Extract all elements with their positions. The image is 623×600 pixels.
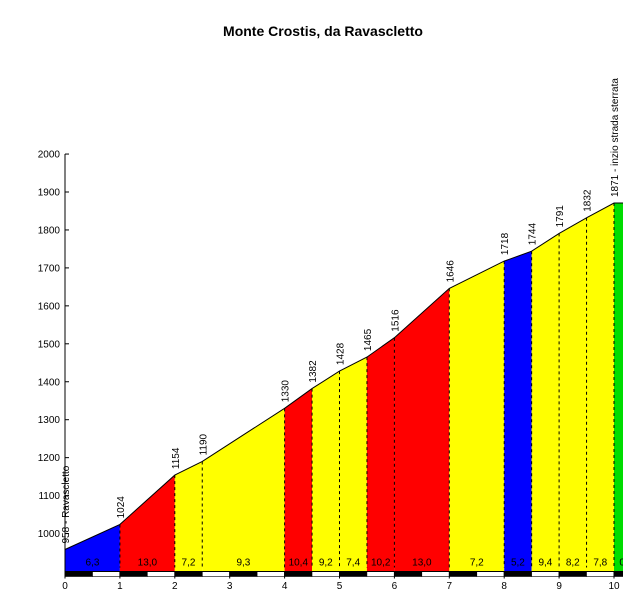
x-tick-label: 8 bbox=[501, 581, 507, 592]
x-axis-scale-bar bbox=[284, 571, 313, 577]
profile-outline bbox=[64, 202, 623, 550]
gradient-label: 9,3 bbox=[236, 558, 250, 569]
y-tick-label: 1200 bbox=[38, 453, 61, 464]
gradient-segment bbox=[586, 203, 614, 572]
gradient-segments bbox=[65, 203, 623, 572]
x-tick-label: 4 bbox=[282, 581, 288, 592]
elevation-label: 1428 bbox=[336, 342, 347, 365]
gradient-label: 13,0 bbox=[412, 558, 432, 569]
elevation-label: 1516 bbox=[390, 309, 401, 332]
x-axis-scale-bar bbox=[202, 571, 231, 577]
gradient-segment bbox=[531, 233, 560, 572]
elevation-label: 1190 bbox=[198, 433, 209, 455]
x-tick-label: 3 bbox=[227, 581, 233, 592]
x-axis-scale-bar bbox=[64, 571, 93, 577]
gradient-label: 8,2 bbox=[566, 558, 580, 569]
x-axis-scale-bar bbox=[229, 571, 258, 577]
gradient-label: 5,2 bbox=[511, 558, 525, 569]
x-axis-scale-bar bbox=[256, 571, 285, 577]
gradient-segment bbox=[559, 217, 587, 572]
x-tick-label: 6 bbox=[392, 581, 398, 592]
gradient-segment bbox=[174, 461, 203, 572]
elevation-label: 1718 bbox=[500, 232, 511, 255]
gradient-segment bbox=[504, 251, 532, 572]
x-tick-label: 1 bbox=[117, 581, 123, 592]
elevation-label: 1382 bbox=[308, 360, 319, 383]
x-axis-scale-bar bbox=[339, 571, 368, 577]
gradient-label: 7,4 bbox=[346, 558, 360, 569]
y-tick-label: 1100 bbox=[38, 491, 60, 502]
gradient-segment bbox=[366, 337, 395, 572]
x-axis-scale-bar bbox=[613, 571, 623, 577]
gradient-label: 0 bbox=[619, 558, 623, 569]
gradient-segment bbox=[614, 203, 623, 572]
gradient-label: 7,2 bbox=[182, 558, 196, 569]
gradient-label: 9,2 bbox=[319, 558, 333, 569]
y-tick-label: 2000 bbox=[38, 150, 61, 161]
elevation-label: 1465 bbox=[363, 328, 374, 351]
axes: 1000110012001300140015001600170018001900… bbox=[38, 150, 623, 592]
x-axis-scale-bar bbox=[531, 571, 560, 577]
x-tick-label: 5 bbox=[337, 581, 343, 592]
gradient-label: 6,3 bbox=[86, 558, 100, 569]
x-axis-scale-bar bbox=[448, 571, 477, 577]
x-tick-label: 7 bbox=[447, 581, 453, 592]
elevation-label: 1832 bbox=[583, 189, 594, 212]
y-tick-label: 1700 bbox=[38, 263, 61, 274]
elevation-label: 1330 bbox=[281, 380, 292, 403]
x-axis-scale-bar bbox=[174, 571, 203, 577]
x-tick-label: 9 bbox=[556, 581, 562, 592]
gradient-label: 7,8 bbox=[593, 558, 607, 569]
x-axis-scale-bar bbox=[311, 571, 340, 577]
gradient-segment bbox=[202, 408, 285, 572]
x-axis-scale-bar bbox=[92, 571, 121, 577]
gradient-label: 10,2 bbox=[371, 558, 391, 569]
x-axis-scale-bar bbox=[421, 571, 450, 577]
gradient-segment bbox=[65, 524, 120, 572]
x-tick-label: 2 bbox=[172, 581, 178, 592]
elevation-label: 1024 bbox=[116, 496, 127, 519]
elevation-label: 1791 bbox=[555, 205, 566, 228]
y-tick-label: 1400 bbox=[38, 377, 61, 388]
x-axis-scale-bar bbox=[476, 571, 505, 577]
y-tick-label: 1500 bbox=[38, 339, 61, 350]
y-tick-label: 1300 bbox=[38, 415, 61, 426]
gradient-segment bbox=[284, 388, 312, 572]
y-tick-label: 1900 bbox=[38, 188, 61, 199]
gradient-segment bbox=[119, 475, 175, 572]
x-tick-label: 10 bbox=[608, 581, 620, 592]
elevation-label: 1646 bbox=[445, 260, 456, 283]
elevation-label: 1744 bbox=[528, 223, 539, 246]
x-axis-scale-bar bbox=[558, 571, 587, 577]
elevation-label: 1154 bbox=[171, 447, 182, 469]
x-axis-scale-bar bbox=[119, 571, 148, 577]
gradient-segment bbox=[339, 357, 367, 572]
x-axis-scale-bar bbox=[586, 571, 615, 577]
x-axis-scale-bar bbox=[366, 571, 395, 577]
gradient-segment bbox=[394, 288, 450, 572]
gradient-label: 7,2 bbox=[470, 558, 484, 569]
y-tick-label: 1000 bbox=[38, 529, 61, 540]
x-tick-label: 0 bbox=[62, 581, 68, 592]
x-axis-scale-bar bbox=[147, 571, 176, 577]
elevation-label: 1871 - inzio strada sterrata bbox=[610, 78, 621, 197]
profile-line bbox=[64, 202, 623, 550]
y-tick-label: 1600 bbox=[38, 301, 61, 312]
y-tick-label: 1800 bbox=[38, 225, 61, 236]
gradient-segment bbox=[312, 371, 340, 572]
chart-title: Monte Crostis, da Ravascletto bbox=[223, 23, 423, 39]
gradient-label: 9,4 bbox=[538, 558, 552, 569]
elevation-label: 958 - Ravascletto bbox=[61, 465, 72, 543]
elevation-labels: 6,3 13,0 7,2 9,3 10,4 9,2 7,4 10,2 13,0 7,2 5,2 9,4… bbox=[61, 78, 623, 569]
gradient-label: 13,0 bbox=[138, 558, 158, 569]
gradient-label: 10,4 bbox=[289, 558, 309, 569]
x-axis-scale-bar bbox=[394, 571, 423, 577]
gradient-segment bbox=[449, 261, 505, 572]
x-axis-scale-bar bbox=[503, 571, 532, 577]
